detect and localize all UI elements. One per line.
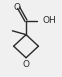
- Text: O: O: [13, 3, 20, 12]
- Text: O: O: [23, 60, 30, 69]
- Text: OH: OH: [42, 16, 56, 25]
